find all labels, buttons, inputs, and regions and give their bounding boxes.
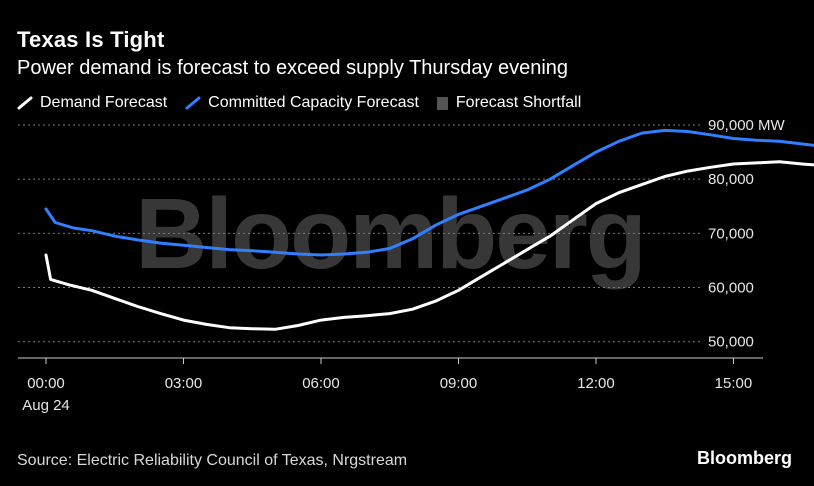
source-note: Source: Electric Reliability Council of … <box>17 452 408 469</box>
series-lines <box>44 128 814 331</box>
watermark-logo: Bloomberg <box>135 178 645 290</box>
shortfall-swatch-icon <box>436 97 448 110</box>
x-tick-label: 00:00 <box>27 375 65 392</box>
y-tick-label: 90,000 MW <box>708 117 786 134</box>
y-tick-label: 80,000 <box>708 171 754 188</box>
x-tick-sublabel: Aug 24 <box>22 397 70 414</box>
y-axis-ticks: 50,000 60,000 70,000 80,000 90,000 MW <box>708 117 786 351</box>
chart-title: Texas Is Tight <box>17 27 165 52</box>
chart-subtitle: Power demand is forecast to exceed suppl… <box>17 57 569 79</box>
x-tick-label: 06:00 <box>302 375 340 392</box>
y-tick-label: 50,000 <box>708 334 754 351</box>
grid-lines <box>18 124 700 343</box>
x-tick-label: 09:00 <box>440 375 478 392</box>
y-tick-label: 60,000 <box>708 280 754 297</box>
capacity-swatch-icon <box>185 96 201 110</box>
legend-item-demand: Demand Forecast <box>17 94 167 112</box>
legend-label-shortfall: Forecast Shortfall <box>455 94 582 111</box>
brand-logo: Bloomberg <box>696 448 792 468</box>
capacity-forecast-line <box>44 128 814 257</box>
x-tick-label: 03:00 <box>165 375 203 392</box>
demand-forecast-line <box>44 160 814 331</box>
legend-item-capacity: Committed Capacity Forecast <box>185 94 419 112</box>
legend-label-capacity: Committed Capacity Forecast <box>208 94 419 111</box>
x-tick-label: 15:00 <box>715 375 753 392</box>
legend-item-shortfall: Forecast Shortfall <box>436 94 582 112</box>
demand-swatch-icon <box>17 96 33 110</box>
x-tick-label: 12:00 <box>577 375 615 392</box>
legend: Demand Forecast Committed Capacity Forec… <box>17 94 599 112</box>
y-tick-label: 70,000 <box>708 225 754 242</box>
legend-label-demand: Demand Forecast <box>40 94 168 111</box>
